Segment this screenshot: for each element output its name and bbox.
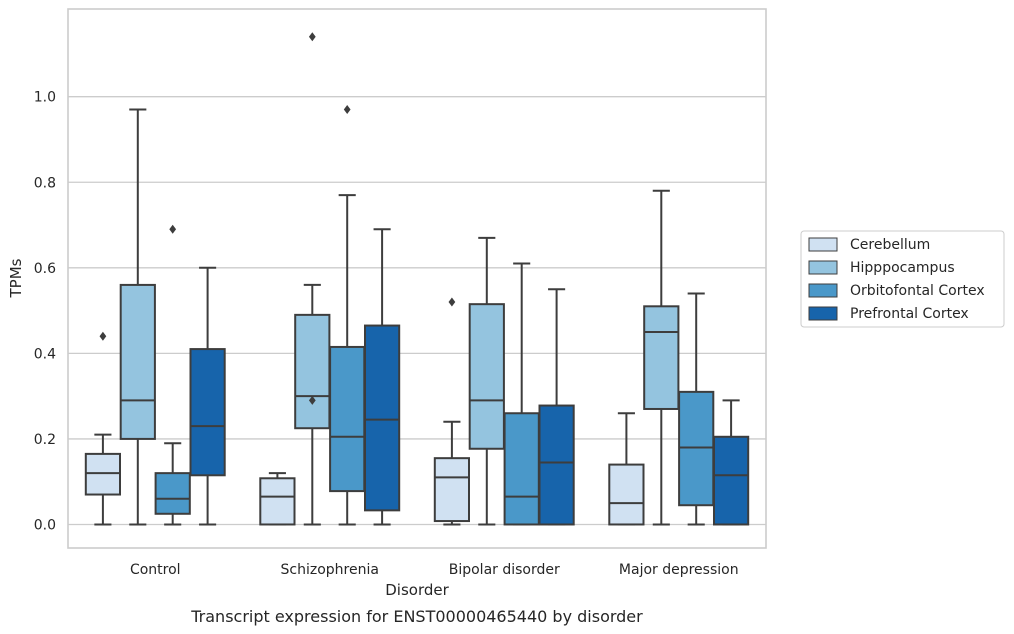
box [538, 404, 575, 526]
x-tick-label: Major depression [619, 562, 739, 578]
y-tick-label: 0.0 [34, 517, 56, 533]
outlier-point [448, 297, 456, 307]
box-group [84, 331, 122, 526]
box [154, 472, 191, 515]
box-group [433, 297, 471, 526]
y-tick-labels: 0.0 0.2 0.4 0.6 0.8 1.0 [34, 90, 56, 534]
grid-lines [68, 96, 766, 526]
box-group [538, 288, 575, 526]
outlier-point [308, 395, 316, 405]
box-group [294, 32, 331, 526]
box [294, 313, 331, 430]
x-tick-labels: Control Schizophrenia Bipolar disorder Majo… [130, 562, 739, 578]
boxes [84, 32, 750, 526]
legend-item: Prefrontal Cortex [808, 306, 969, 322]
legend-item: Cerebellum [808, 237, 930, 253]
box [503, 412, 540, 526]
legend-label: Cerebellum [850, 237, 930, 253]
box-group [189, 266, 226, 526]
series-cerebellum [84, 297, 645, 526]
box-group [329, 105, 366, 526]
box-group [154, 224, 191, 526]
y-axis-label: TPMs [7, 258, 25, 298]
outlier-point [169, 224, 177, 234]
legend-label: Orbitofontal Cortex [850, 283, 985, 299]
legend-frame [800, 230, 1005, 328]
y-tick-label: 0.8 [34, 175, 56, 191]
box-group [363, 228, 401, 526]
box-group [712, 399, 750, 526]
box [84, 452, 122, 496]
box [468, 303, 505, 450]
series-prefrontal-cortex [189, 228, 750, 526]
box [433, 457, 471, 523]
box [712, 435, 750, 526]
legend-item: Orbitofontal Cortex [808, 283, 985, 299]
y-tick-label: 0.2 [34, 432, 56, 448]
box [363, 324, 401, 512]
x-tick-label: Bipolar disorder [449, 562, 560, 578]
box-group [468, 236, 505, 526]
legend-item: Hipppocampus [808, 260, 955, 276]
box [119, 283, 156, 440]
box-group [119, 108, 156, 526]
legend: Cerebellum Hipppocampus Orbitofontal Corte… [800, 230, 1005, 328]
box [608, 463, 645, 526]
box [259, 477, 296, 526]
series-hipppocampus [119, 32, 680, 526]
box-group [259, 472, 296, 526]
legend-swatch [808, 260, 838, 275]
outlier-point [308, 32, 316, 42]
series-orbitofontal-cortex [154, 105, 715, 526]
box-group [608, 412, 645, 526]
legend-swatch [808, 306, 838, 321]
legend-swatch [808, 283, 838, 298]
legend-swatch [808, 237, 838, 252]
chart-caption: Transcript expression for ENST0000046544… [190, 607, 643, 626]
y-tick-label: 0.4 [34, 346, 56, 362]
legend-label: Prefrontal Cortex [850, 306, 969, 322]
box-group [503, 262, 540, 526]
legend-label: Hipppocampus [850, 260, 955, 276]
box-group [678, 292, 715, 526]
outlier-point [343, 105, 351, 115]
box [643, 305, 680, 410]
x-axis-label: Disorder [385, 581, 449, 599]
y-tick-label: 1.0 [34, 90, 56, 106]
box-group [643, 189, 680, 526]
x-tick-label: Control [130, 562, 181, 578]
plot-area-frame [67, 8, 767, 549]
outlier-point [99, 331, 107, 341]
box [678, 390, 715, 507]
box [189, 348, 226, 477]
box [329, 345, 366, 493]
x-tick-label: Schizophrenia [281, 562, 379, 578]
y-tick-label: 0.6 [34, 261, 56, 277]
